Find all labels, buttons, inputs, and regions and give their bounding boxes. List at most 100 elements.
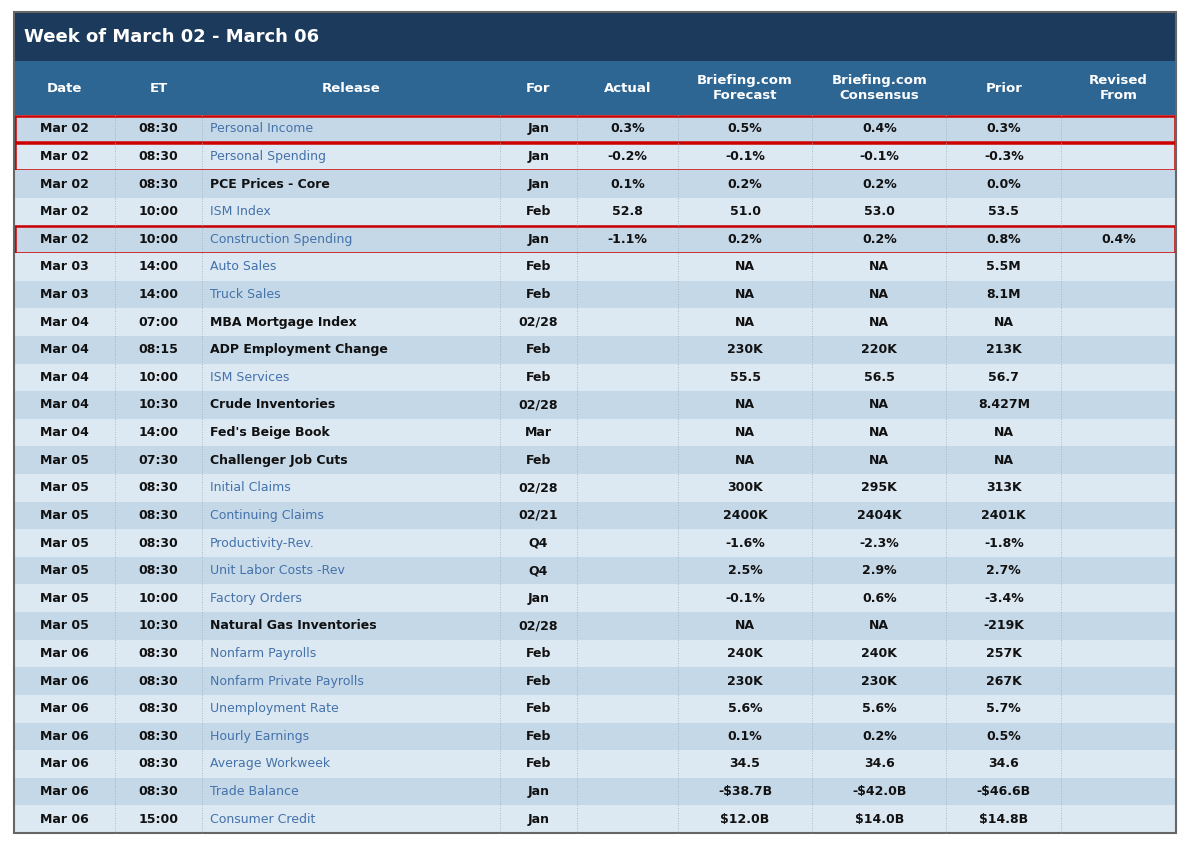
Text: 08:15: 08:15 [138,343,178,357]
Text: 5.6%: 5.6% [728,702,763,715]
Text: -0.1%: -0.1% [859,150,900,163]
Text: -2.3%: -2.3% [859,536,900,550]
Text: Nonfarm Private Payrolls: Nonfarm Private Payrolls [211,674,364,688]
Text: 240K: 240K [727,647,763,660]
Text: NA: NA [994,426,1014,439]
Text: 0.2%: 0.2% [862,730,896,743]
Text: -$42.0B: -$42.0B [852,785,907,798]
Text: 08:30: 08:30 [139,758,178,771]
Text: Truck Sales: Truck Sales [211,288,281,301]
Bar [14,419,1176,447]
Text: 257K: 257K [985,647,1022,660]
Text: 15:00: 15:00 [138,813,178,825]
Bar [14,447,1176,474]
Text: Feb: Feb [526,674,551,688]
Text: Jan: Jan [527,813,550,825]
Text: Feb: Feb [526,343,551,357]
Text: Jan: Jan [527,122,550,136]
Text: Mar 04: Mar 04 [40,371,89,384]
Bar [14,695,1176,722]
Text: 34.6: 34.6 [864,758,895,771]
Text: Mar 02: Mar 02 [40,205,89,218]
Text: 08:30: 08:30 [139,647,178,660]
Text: Mar 06: Mar 06 [40,702,89,715]
Text: 2404K: 2404K [857,509,902,522]
Text: Personal Spending: Personal Spending [211,150,326,163]
Text: Mar 06: Mar 06 [40,758,89,771]
Text: PCE Prices - Core: PCE Prices - Core [211,178,330,191]
Text: -0.1%: -0.1% [725,592,765,604]
Text: 230K: 230K [727,343,763,357]
Text: 08:30: 08:30 [139,730,178,743]
Bar [15,115,1175,142]
Text: ET: ET [150,82,168,94]
Text: 02/21: 02/21 [519,509,558,522]
Text: Week of March 02 - March 06: Week of March 02 - March 06 [24,28,319,46]
Text: ISM Services: ISM Services [211,371,289,384]
Text: 52.8: 52.8 [612,205,643,218]
Text: 10:30: 10:30 [138,620,178,632]
Text: 0.3%: 0.3% [610,122,645,136]
Text: Average Workweek: Average Workweek [211,758,331,771]
Text: Productivity-Rev.: Productivity-Rev. [211,536,315,550]
Text: 267K: 267K [985,674,1022,688]
Text: 8.1M: 8.1M [987,288,1021,301]
Text: 2401K: 2401K [982,509,1026,522]
Text: 08:30: 08:30 [139,674,178,688]
Text: 5.6%: 5.6% [862,702,896,715]
Text: 10:00: 10:00 [138,371,178,384]
Text: Prior: Prior [985,82,1022,94]
Text: NA: NA [869,426,889,439]
Text: Jan: Jan [527,592,550,604]
Text: 08:30: 08:30 [139,509,178,522]
Text: MBA Mortgage Index: MBA Mortgage Index [211,315,357,329]
Text: 07:30: 07:30 [138,454,178,467]
Text: 0.8%: 0.8% [987,233,1021,246]
Text: Mar 06: Mar 06 [40,730,89,743]
Text: Jan: Jan [527,178,550,191]
Text: 0.5%: 0.5% [728,122,763,136]
Bar [14,61,1176,115]
Bar [14,557,1176,584]
Text: Jan: Jan [527,233,550,246]
Text: Mar 05: Mar 05 [40,481,89,494]
Text: 34.5: 34.5 [729,758,760,771]
Text: 56.7: 56.7 [989,371,1019,384]
Text: Mar 02: Mar 02 [40,122,89,136]
Bar [14,198,1176,225]
Text: 0.1%: 0.1% [610,178,645,191]
Bar [14,309,1176,336]
Text: Natural Gas Inventories: Natural Gas Inventories [211,620,377,632]
Text: 2.5%: 2.5% [728,564,763,577]
Text: Jan: Jan [527,785,550,798]
Text: ADP Employment Change: ADP Employment Change [211,343,388,357]
Text: $14.8B: $14.8B [979,813,1028,825]
Text: 14:00: 14:00 [138,260,178,273]
Text: 0.6%: 0.6% [862,592,896,604]
Text: Crude Inventories: Crude Inventories [211,399,336,411]
Text: NA: NA [735,426,756,439]
Text: Continuing Claims: Continuing Claims [211,509,324,522]
Text: Date: Date [46,82,82,94]
Text: $12.0B: $12.0B [720,813,770,825]
Text: 0.2%: 0.2% [728,233,763,246]
Bar [14,805,1176,833]
Text: 07:00: 07:00 [138,315,178,329]
Bar [14,391,1176,419]
Text: 300K: 300K [727,481,763,494]
Text: NA: NA [869,399,889,411]
Text: NA: NA [994,315,1014,329]
Text: 53.5: 53.5 [989,205,1019,218]
Text: Mar 03: Mar 03 [40,288,89,301]
Text: 5.7%: 5.7% [987,702,1021,715]
Text: -1.8%: -1.8% [984,536,1023,550]
Text: 02/28: 02/28 [519,481,558,494]
Text: ISM Index: ISM Index [211,205,271,218]
Text: 0.3%: 0.3% [987,122,1021,136]
Text: NA: NA [869,620,889,632]
Text: -1.1%: -1.1% [608,233,647,246]
Text: NA: NA [869,260,889,273]
Text: Mar 03: Mar 03 [40,260,89,273]
Text: 10:00: 10:00 [138,205,178,218]
Text: Feb: Feb [526,647,551,660]
